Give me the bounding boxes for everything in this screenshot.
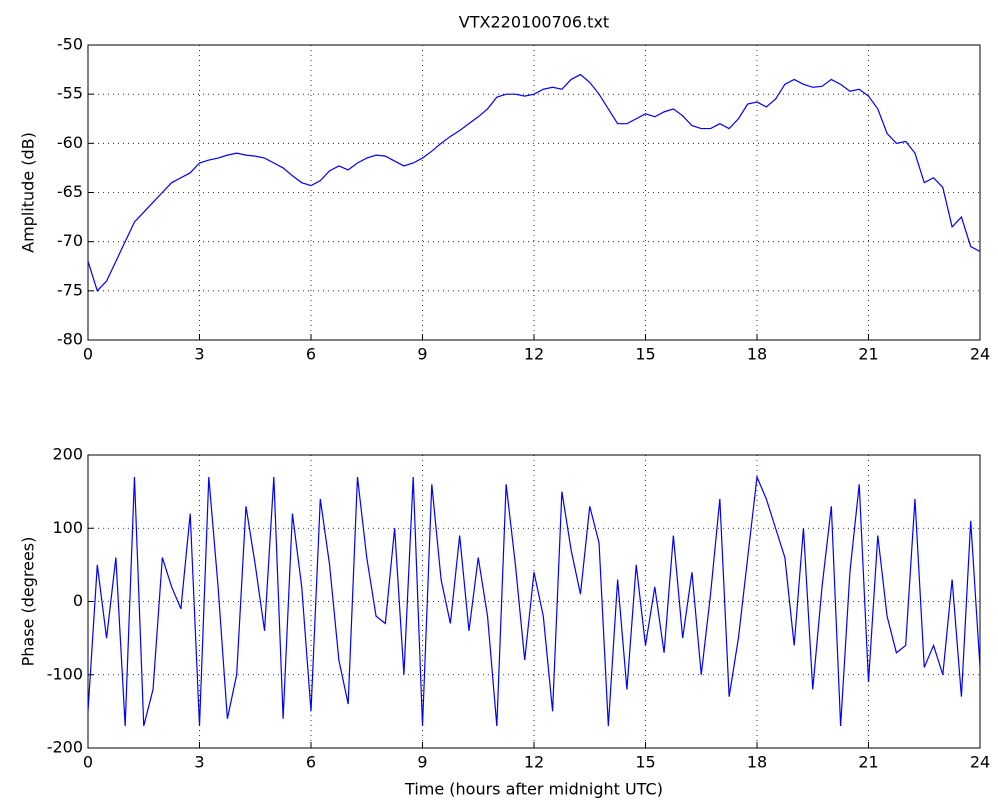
chart-title: VTX220100706.txt <box>459 13 609 32</box>
x-tick-label: 6 <box>306 753 316 772</box>
x-tick-label: 9 <box>417 753 427 772</box>
y-tick-label: 0 <box>73 591 83 610</box>
plot-frame <box>87 454 981 749</box>
y-tick-label: -200 <box>47 738 83 757</box>
x-tick-label: 0 <box>83 753 93 772</box>
x-tick-label: 21 <box>858 753 878 772</box>
y-tick-label: -80 <box>57 330 83 349</box>
x-tick-label: 24 <box>970 753 990 772</box>
x-tick-label: 21 <box>858 345 878 364</box>
x-tick-label: 15 <box>635 753 655 772</box>
y-axis-label: Phase (degrees) <box>19 537 38 667</box>
y-tick-label: -50 <box>57 35 83 54</box>
x-tick-label: 3 <box>194 753 204 772</box>
x-tick-label: 24 <box>970 345 990 364</box>
y-tick-label: -100 <box>47 664 83 683</box>
y-tick-label: -55 <box>57 84 83 103</box>
x-tick-label: 0 <box>83 345 93 364</box>
x-tick-label: 18 <box>747 345 767 364</box>
y-tick-label: 200 <box>52 445 83 464</box>
x-tick-label: 12 <box>524 345 544 364</box>
y-axis-label: Amplitude (dB) <box>19 132 38 253</box>
y-tick-label: -60 <box>57 133 83 152</box>
x-tick-label: 6 <box>306 345 316 364</box>
x-tick-label: 9 <box>417 345 427 364</box>
x-tick-label: 18 <box>747 753 767 772</box>
x-tick-label: 3 <box>194 345 204 364</box>
x-axis-label: Time (hours after midnight UTC) <box>404 780 663 799</box>
y-tick-label: -70 <box>57 231 83 250</box>
x-tick-label: 12 <box>524 753 544 772</box>
data-line <box>87 73 981 292</box>
y-tick-label: -75 <box>57 280 83 299</box>
x-tick-label: 15 <box>635 345 655 364</box>
y-tick-label: -65 <box>57 182 83 201</box>
data-line <box>87 474 981 727</box>
plot-frame <box>87 44 981 341</box>
y-tick-label: 100 <box>52 518 83 537</box>
